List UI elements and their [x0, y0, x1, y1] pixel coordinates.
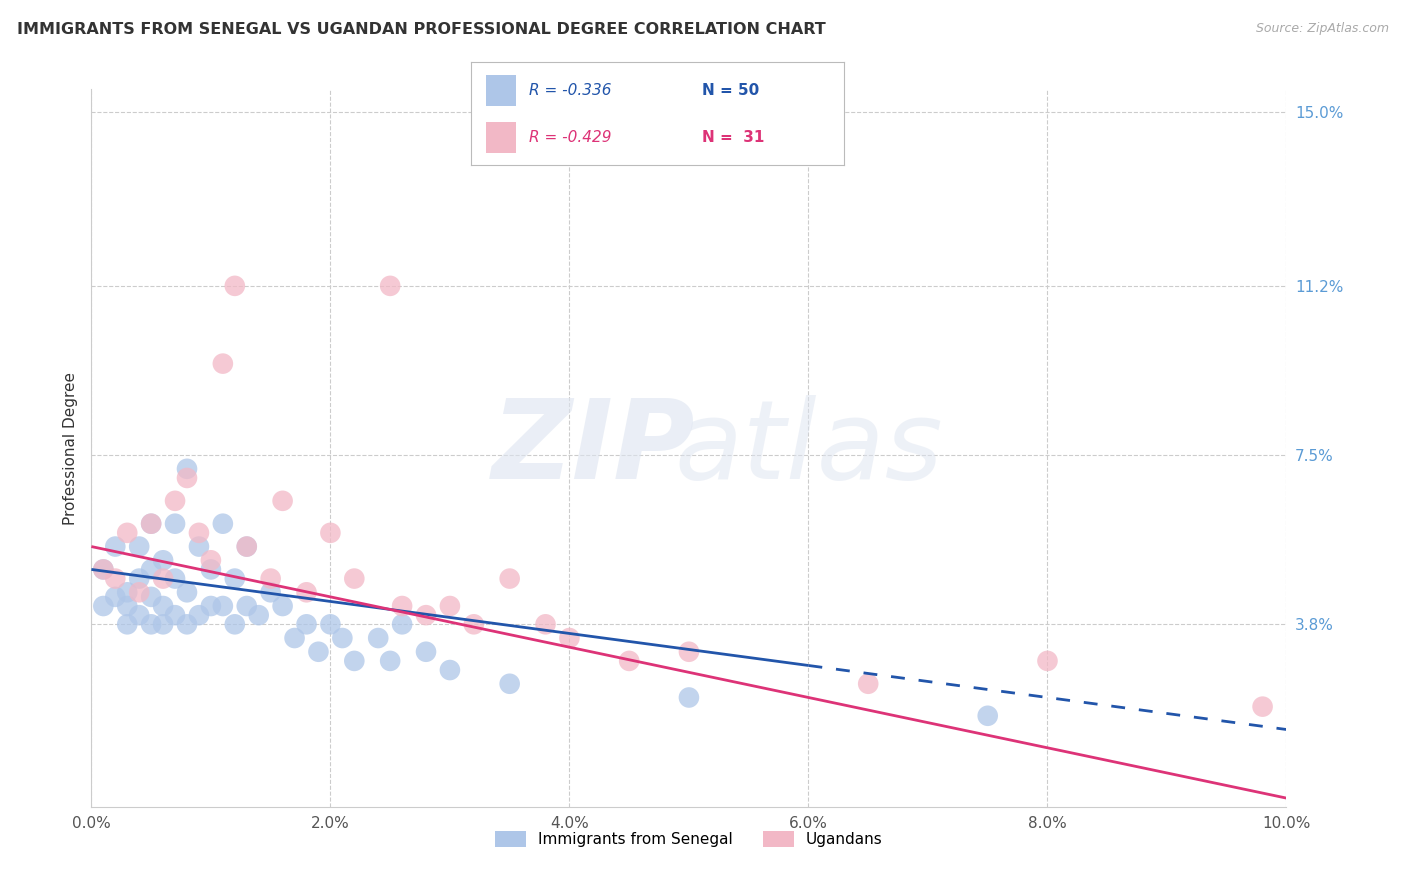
Point [128, 608, 150, 623]
Point [141, 590, 163, 604]
Text: atlas: atlas [673, 395, 943, 501]
Point [463, 617, 485, 632]
Point [128, 540, 150, 554]
Point [678, 645, 700, 659]
Point [415, 645, 437, 659]
Point [163, 493, 186, 508]
Point [271, 493, 294, 508]
Point [200, 599, 222, 613]
Point [141, 562, 163, 576]
Point [259, 572, 281, 586]
Point [1036, 654, 1059, 668]
Point [619, 654, 641, 668]
Point [332, 631, 354, 645]
Point [319, 617, 342, 632]
Point [152, 572, 174, 586]
Point [343, 572, 366, 586]
Point [1251, 699, 1274, 714]
Point [115, 525, 138, 540]
Text: N = 50: N = 50 [702, 83, 759, 97]
Point [224, 278, 246, 293]
Point [211, 516, 233, 531]
Text: R = -0.429: R = -0.429 [529, 130, 612, 145]
Point [93, 562, 115, 576]
Point [141, 617, 163, 632]
Point [176, 617, 198, 632]
Point [858, 677, 880, 691]
Point [391, 599, 413, 613]
Point [200, 553, 222, 567]
Point [188, 540, 211, 554]
Point [259, 585, 281, 599]
Point [188, 525, 211, 540]
Point [115, 617, 138, 632]
Point [380, 278, 402, 293]
Point [235, 599, 259, 613]
Text: ZIP: ZIP [492, 395, 695, 501]
Point [439, 599, 461, 613]
Point [380, 654, 402, 668]
Point [104, 572, 127, 586]
Point [115, 585, 138, 599]
Point [104, 590, 127, 604]
Legend: Immigrants from Senegal, Ugandans: Immigrants from Senegal, Ugandans [489, 825, 889, 854]
Point [152, 617, 174, 632]
Point [163, 572, 186, 586]
Point [93, 562, 115, 576]
Point [128, 585, 150, 599]
Point [93, 599, 115, 613]
Point [163, 608, 186, 623]
Point [211, 599, 233, 613]
Text: IMMIGRANTS FROM SENEGAL VS UGANDAN PROFESSIONAL DEGREE CORRELATION CHART: IMMIGRANTS FROM SENEGAL VS UGANDAN PROFE… [17, 22, 825, 37]
Point [224, 572, 246, 586]
Point [391, 617, 413, 632]
Point [152, 599, 174, 613]
Point [115, 599, 138, 613]
Point [176, 471, 198, 485]
Point [176, 585, 198, 599]
Text: N =  31: N = 31 [702, 130, 765, 145]
Point [163, 516, 186, 531]
Y-axis label: Professional Degree: Professional Degree [62, 372, 77, 524]
Point [976, 708, 998, 723]
Point [247, 608, 270, 623]
Point [678, 690, 700, 705]
Point [271, 599, 294, 613]
FancyBboxPatch shape [486, 75, 516, 105]
Point [558, 631, 581, 645]
Point [128, 572, 150, 586]
Point [176, 462, 198, 476]
Point [499, 572, 522, 586]
Text: R = -0.336: R = -0.336 [529, 83, 612, 97]
Point [534, 617, 557, 632]
Point [295, 585, 318, 599]
Point [235, 540, 259, 554]
FancyBboxPatch shape [486, 122, 516, 153]
Point [211, 357, 233, 371]
Point [200, 562, 222, 576]
Point [235, 540, 259, 554]
Point [284, 631, 307, 645]
Point [307, 645, 329, 659]
Point [224, 617, 246, 632]
Point [439, 663, 461, 677]
Point [104, 540, 127, 554]
Point [188, 608, 211, 623]
Point [295, 617, 318, 632]
Point [141, 516, 163, 531]
Point [343, 654, 366, 668]
Point [319, 525, 342, 540]
Text: Source: ZipAtlas.com: Source: ZipAtlas.com [1256, 22, 1389, 36]
Point [152, 553, 174, 567]
Point [141, 516, 163, 531]
Point [415, 608, 437, 623]
Point [499, 677, 522, 691]
Point [367, 631, 389, 645]
